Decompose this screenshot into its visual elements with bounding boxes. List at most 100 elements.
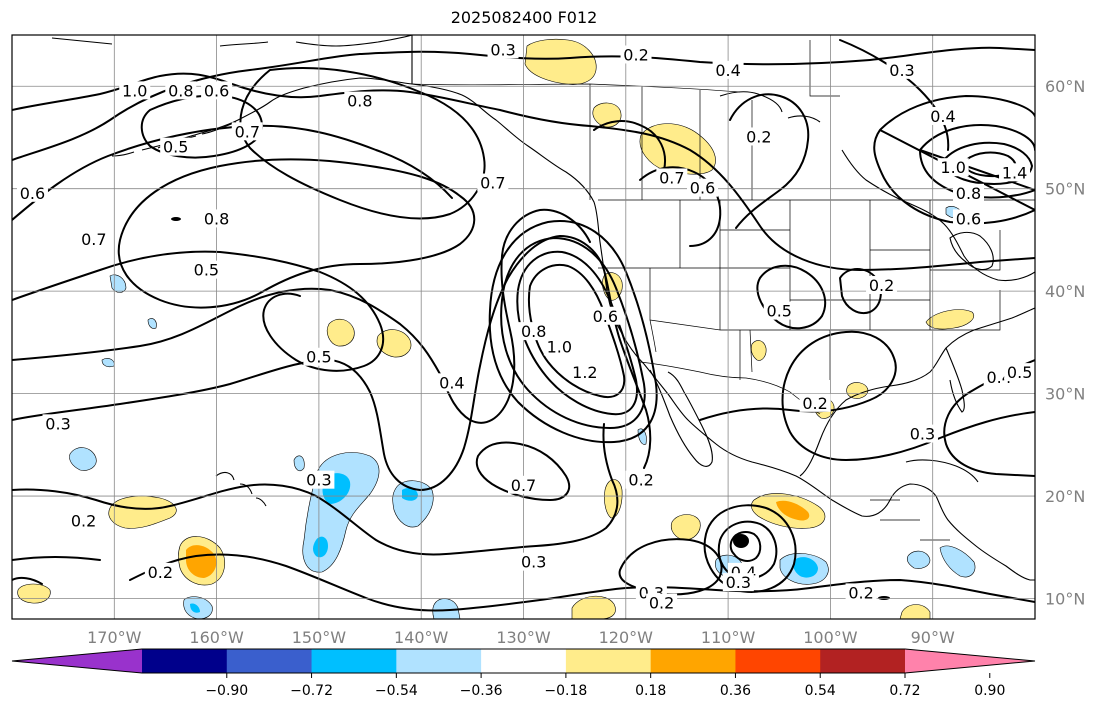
shade-yellow bbox=[899, 604, 931, 619]
contour-label-bg bbox=[165, 81, 197, 100]
lon-tick-label: 170°W bbox=[87, 628, 142, 647]
colorbar: −0.90 −0.72 −0.54 −0.36 −0.18 0.18 0.36 0.54 0.7… bbox=[11, 648, 1036, 699]
contour-line bbox=[12, 72, 1035, 271]
colorbar-segment bbox=[650, 649, 736, 673]
contour-small-marker bbox=[171, 217, 181, 221]
contour-label: 0.5 bbox=[767, 302, 792, 321]
contour-label-bg bbox=[799, 393, 831, 412]
map-frame bbox=[11, 34, 1036, 620]
colorbar-extend-max bbox=[905, 649, 1035, 673]
contour-line bbox=[12, 423, 619, 556]
contour-label: 0.7 bbox=[511, 476, 536, 495]
colorbar-segment bbox=[142, 649, 228, 673]
contour-label: 0.3 bbox=[45, 414, 70, 433]
contour-label-bg bbox=[144, 562, 176, 581]
shade-blue bbox=[402, 488, 418, 501]
border-canada-provinces bbox=[411, 40, 840, 200]
lon-tick-label: 150°W bbox=[292, 628, 347, 647]
contour-label-bg bbox=[999, 163, 1031, 182]
contour-label: 0.2 bbox=[848, 583, 873, 602]
contour-label: 1.0 bbox=[122, 81, 147, 100]
contour-line bbox=[873, 95, 1035, 225]
contour-center-marker bbox=[733, 534, 749, 548]
shade-lightblue bbox=[69, 447, 97, 471]
border-us-mexico bbox=[639, 361, 821, 415]
colorbar-outline bbox=[11, 648, 1036, 674]
contour-label-bg bbox=[201, 209, 233, 228]
coastline-great-lakes bbox=[949, 231, 994, 271]
contour-label: 0.5 bbox=[194, 261, 219, 280]
contour-label-bg bbox=[906, 424, 938, 443]
shade-orange bbox=[186, 545, 217, 578]
contour-label-bg bbox=[722, 573, 754, 592]
contour-label: 1.4 bbox=[1002, 163, 1027, 182]
contour-label: 0.7 bbox=[81, 230, 106, 249]
contour-label-bg bbox=[477, 173, 509, 192]
contour-label: 0.8 bbox=[521, 322, 546, 341]
contour-label: 0.2 bbox=[628, 471, 653, 490]
contour-line bbox=[593, 120, 666, 171]
coastline-cuba bbox=[905, 459, 979, 483]
contour-line bbox=[943, 141, 1033, 185]
lon-tick-label: 110°W bbox=[701, 628, 756, 647]
colorbar-tick-label: 0.90 bbox=[974, 683, 1005, 699]
contour-label-bg bbox=[508, 475, 539, 494]
contour-line bbox=[500, 237, 646, 429]
contour-label-bg bbox=[518, 322, 550, 341]
contour-label: 0.7 bbox=[235, 122, 260, 141]
contour-line bbox=[117, 158, 476, 309]
contour-labels: 0.3 0.20.4 0.31.0 0.8 0.60.80.70.50.20.40.7 0… bbox=[16, 40, 1035, 613]
shade-yellow bbox=[17, 583, 51, 604]
contour-label: 0.3 bbox=[889, 61, 914, 80]
shade-yellow bbox=[750, 340, 767, 361]
contour-label-bg bbox=[543, 337, 575, 356]
coastline-alaska bbox=[157, 77, 413, 149]
contour-label-bg bbox=[16, 183, 48, 202]
contour-label: 0.2 bbox=[869, 276, 894, 295]
colorbar-segment bbox=[481, 649, 567, 673]
contour-label-bg bbox=[569, 363, 601, 382]
contour-lines bbox=[12, 39, 1035, 612]
colorbar-tick-label: −0.72 bbox=[290, 683, 333, 699]
shade-lightblue bbox=[906, 550, 931, 569]
colorbar-tick-label: −0.90 bbox=[205, 683, 248, 699]
contour-line bbox=[717, 520, 778, 580]
contour-line bbox=[488, 220, 658, 444]
contour-line bbox=[839, 268, 882, 314]
contour-label: 0.8 bbox=[347, 92, 372, 111]
lat-tick-label: 40°N bbox=[1045, 282, 1085, 301]
contour-label: 0.3 bbox=[910, 425, 935, 444]
border-central-america bbox=[870, 499, 950, 541]
coastline-gulf-of-mexico bbox=[799, 307, 1035, 477]
contour-label-bg bbox=[303, 347, 335, 366]
contour-label: 0.2 bbox=[623, 45, 648, 64]
colorbar-tick-label: 0.72 bbox=[889, 683, 920, 699]
shade-yellow bbox=[524, 38, 597, 85]
contour-line bbox=[516, 250, 638, 416]
contour-line bbox=[729, 93, 810, 229]
contour-small-marker bbox=[878, 596, 890, 600]
contour-label: 0.3 bbox=[726, 573, 751, 592]
contour-label: 0.3 bbox=[306, 471, 331, 490]
lat-tick-label: 10°N bbox=[1045, 590, 1085, 609]
contour-label: 0.2 bbox=[802, 394, 827, 413]
contour-line bbox=[729, 531, 762, 562]
contour-label: 0.5 bbox=[163, 138, 188, 157]
contour-label-bg bbox=[656, 168, 688, 187]
shade-blue bbox=[793, 557, 818, 578]
contour-label-bg bbox=[119, 81, 151, 100]
contour-label-bg bbox=[845, 583, 877, 602]
lat-tick-label: 20°N bbox=[1045, 487, 1085, 506]
colorbar-segment bbox=[311, 649, 397, 673]
contour-label-bg bbox=[160, 137, 192, 156]
lon-tick-label: 130°W bbox=[496, 628, 551, 647]
contour-label: 0.4 bbox=[930, 107, 955, 126]
contour-label-bg bbox=[763, 301, 795, 320]
colorbar-segment bbox=[396, 649, 482, 673]
lon-tick-label: 100°W bbox=[803, 628, 858, 647]
contour-label-bg bbox=[518, 552, 550, 571]
shade-yellow bbox=[925, 309, 974, 330]
coastlines bbox=[51, 35, 1035, 581]
contour-label: 0.2 bbox=[148, 563, 173, 582]
contour-line bbox=[475, 441, 571, 501]
